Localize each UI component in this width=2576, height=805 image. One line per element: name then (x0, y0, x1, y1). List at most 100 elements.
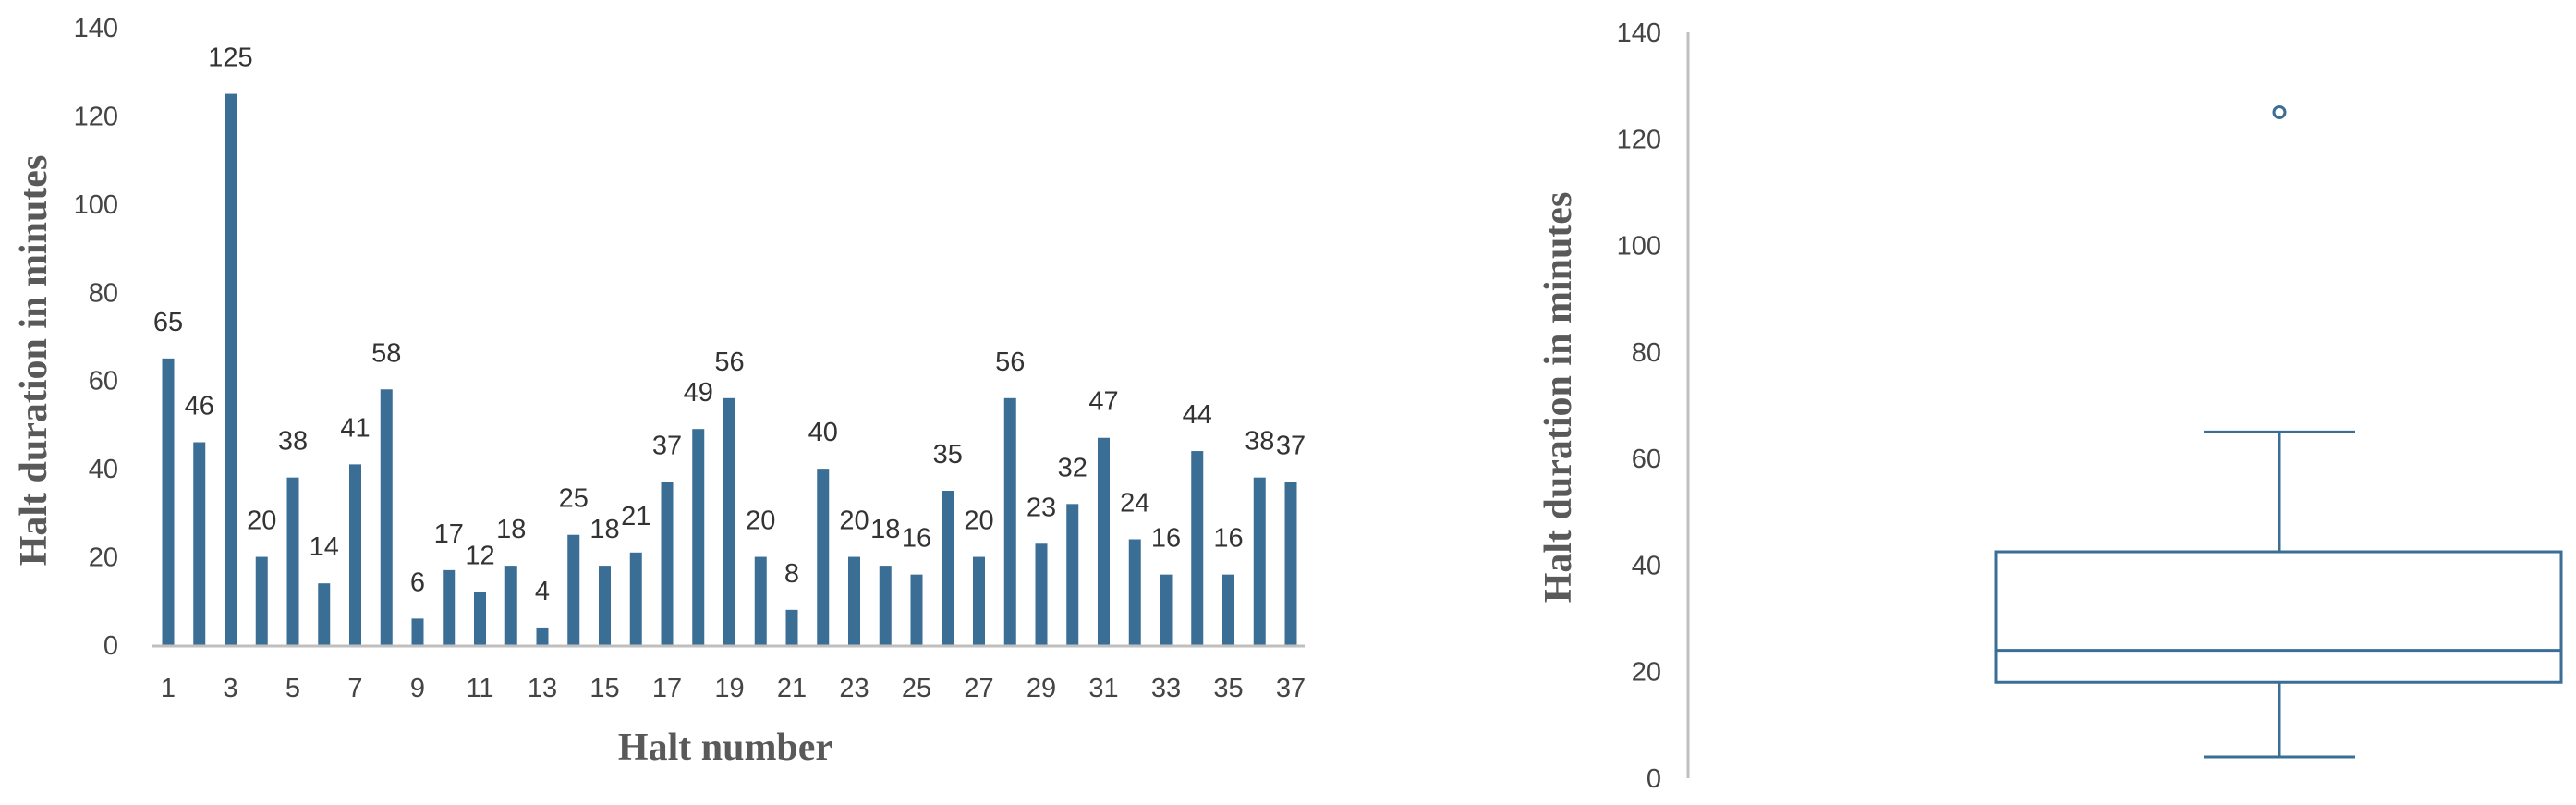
bar-data-label: 16 (902, 524, 931, 554)
bar-data-label: 20 (746, 506, 775, 536)
bar-chart-x-tick-label: 15 (589, 674, 619, 703)
bar (661, 482, 674, 645)
bar-data-label: 24 (1120, 488, 1149, 518)
bar (411, 618, 424, 645)
box-plot-y-tick-label: 80 (1632, 338, 1661, 368)
bar-chart-y-tick-label: 120 (74, 102, 118, 131)
bar-data-label: 16 (1213, 524, 1243, 554)
bar-chart-x-tick-label: 5 (286, 674, 300, 703)
bar (692, 429, 705, 645)
bar-data-label: 40 (808, 418, 838, 447)
bar-chart-x-tick-label: 31 (1088, 674, 1118, 703)
bar-chart-x-tick-label: 1 (161, 674, 176, 703)
bar (848, 556, 860, 645)
bar-chart-y-tick-label: 40 (89, 455, 118, 484)
bar (1284, 482, 1297, 645)
bar-chart-x-tick-label: 29 (1027, 674, 1056, 703)
bar (567, 534, 580, 645)
bar-data-label: 44 (1183, 400, 1212, 430)
bar-data-label: 18 (870, 515, 900, 544)
bar-chart-x-axis-title: Halt number (618, 726, 832, 769)
bar (443, 569, 456, 645)
bar-data-label: 41 (340, 413, 370, 443)
bar-data-label: 37 (1276, 431, 1306, 460)
bar-data-label: 47 (1088, 387, 1118, 417)
bar-data-label: 20 (839, 506, 869, 536)
box-plot-box (1994, 550, 2563, 684)
bar-data-label: 37 (652, 431, 682, 460)
box-plot-y-tick-label: 20 (1632, 658, 1661, 688)
bar (1253, 477, 1266, 645)
bar-chart-y-tick-label: 80 (89, 278, 118, 308)
bar-data-label: 56 (995, 348, 1025, 377)
bar (1003, 397, 1016, 645)
bar-chart-x-tick-label: 21 (777, 674, 807, 703)
bar (162, 358, 175, 645)
bar (536, 627, 549, 645)
bar-chart-x-tick-label: 13 (528, 674, 557, 703)
bar-chart: 0204060801001201406546125203814415861712… (74, 14, 1306, 703)
bar-chart-y-tick-label: 20 (89, 543, 118, 573)
bar-data-label: 16 (1151, 524, 1181, 554)
bar (910, 574, 923, 645)
bar-chart-y-tick-label: 100 (74, 190, 118, 220)
box-plot-y-tick-label: 120 (1617, 125, 1661, 154)
bar (723, 397, 735, 645)
bar-data-label: 35 (933, 440, 963, 470)
bar-chart-x-tick-label: 11 (466, 674, 493, 703)
bar-chart-x-tick-label: 25 (902, 674, 931, 703)
bar-data-label: 20 (964, 506, 993, 536)
bar-data-label: 4 (535, 577, 550, 606)
bar (973, 556, 985, 645)
bar-chart-x-tick-label: 27 (964, 674, 993, 703)
bar (255, 556, 268, 645)
bar-data-label: 18 (589, 515, 619, 544)
bar (286, 477, 299, 645)
bar (817, 469, 830, 645)
bar (599, 566, 611, 645)
bar-data-label: 23 (1027, 493, 1056, 522)
bar-chart-x-tick-label: 37 (1276, 674, 1306, 703)
bar-data-label: 49 (684, 378, 713, 408)
bar-data-label: 56 (714, 348, 744, 377)
box-plot-y-tick-label: 100 (1617, 232, 1661, 262)
box-plot-outlier (2272, 104, 2287, 119)
bar-data-label: 18 (496, 515, 526, 544)
bar-chart-x-tick-label: 9 (410, 674, 425, 703)
bar (193, 442, 206, 645)
bar-chart-x-tick-label: 17 (652, 674, 682, 703)
bar (629, 552, 642, 645)
bar (504, 566, 517, 645)
bar-data-label: 21 (621, 502, 650, 531)
bar (1222, 574, 1234, 645)
bar-data-label: 38 (278, 427, 308, 457)
bar-chart-y-tick-label: 0 (103, 631, 118, 661)
bar (380, 389, 393, 645)
bar-data-label: 8 (784, 559, 799, 589)
bar-data-label: 14 (310, 532, 339, 562)
bar (1191, 451, 1204, 645)
bar-chart-x-tick-label: 33 (1151, 674, 1181, 703)
bar (754, 556, 767, 645)
bar-data-label: 32 (1058, 453, 1088, 482)
bar (1128, 539, 1141, 645)
bar (349, 464, 361, 645)
bar-chart-x-tick-label: 35 (1213, 674, 1243, 703)
bar-data-label: 20 (247, 506, 276, 536)
bar (785, 609, 798, 645)
box-plot: 0 20 40 60 80 100 120 140 (1617, 18, 2563, 794)
bar-data-label: 38 (1245, 427, 1274, 457)
bar-data-label: 58 (371, 338, 401, 368)
bar-data-label: 46 (185, 392, 214, 421)
bar-data-label: 25 (559, 484, 589, 514)
bar (1098, 437, 1110, 645)
bar-chart-x-tick-label: 23 (839, 674, 869, 703)
box-plot-y-tick-label: 0 (1646, 764, 1661, 794)
bar-data-label: 17 (434, 519, 464, 549)
bar-data-label: 12 (465, 542, 494, 571)
bar-chart-y-tick-label: 140 (74, 14, 118, 43)
bar-data-label: 125 (208, 43, 252, 73)
bar (474, 592, 486, 645)
bar (318, 583, 331, 645)
